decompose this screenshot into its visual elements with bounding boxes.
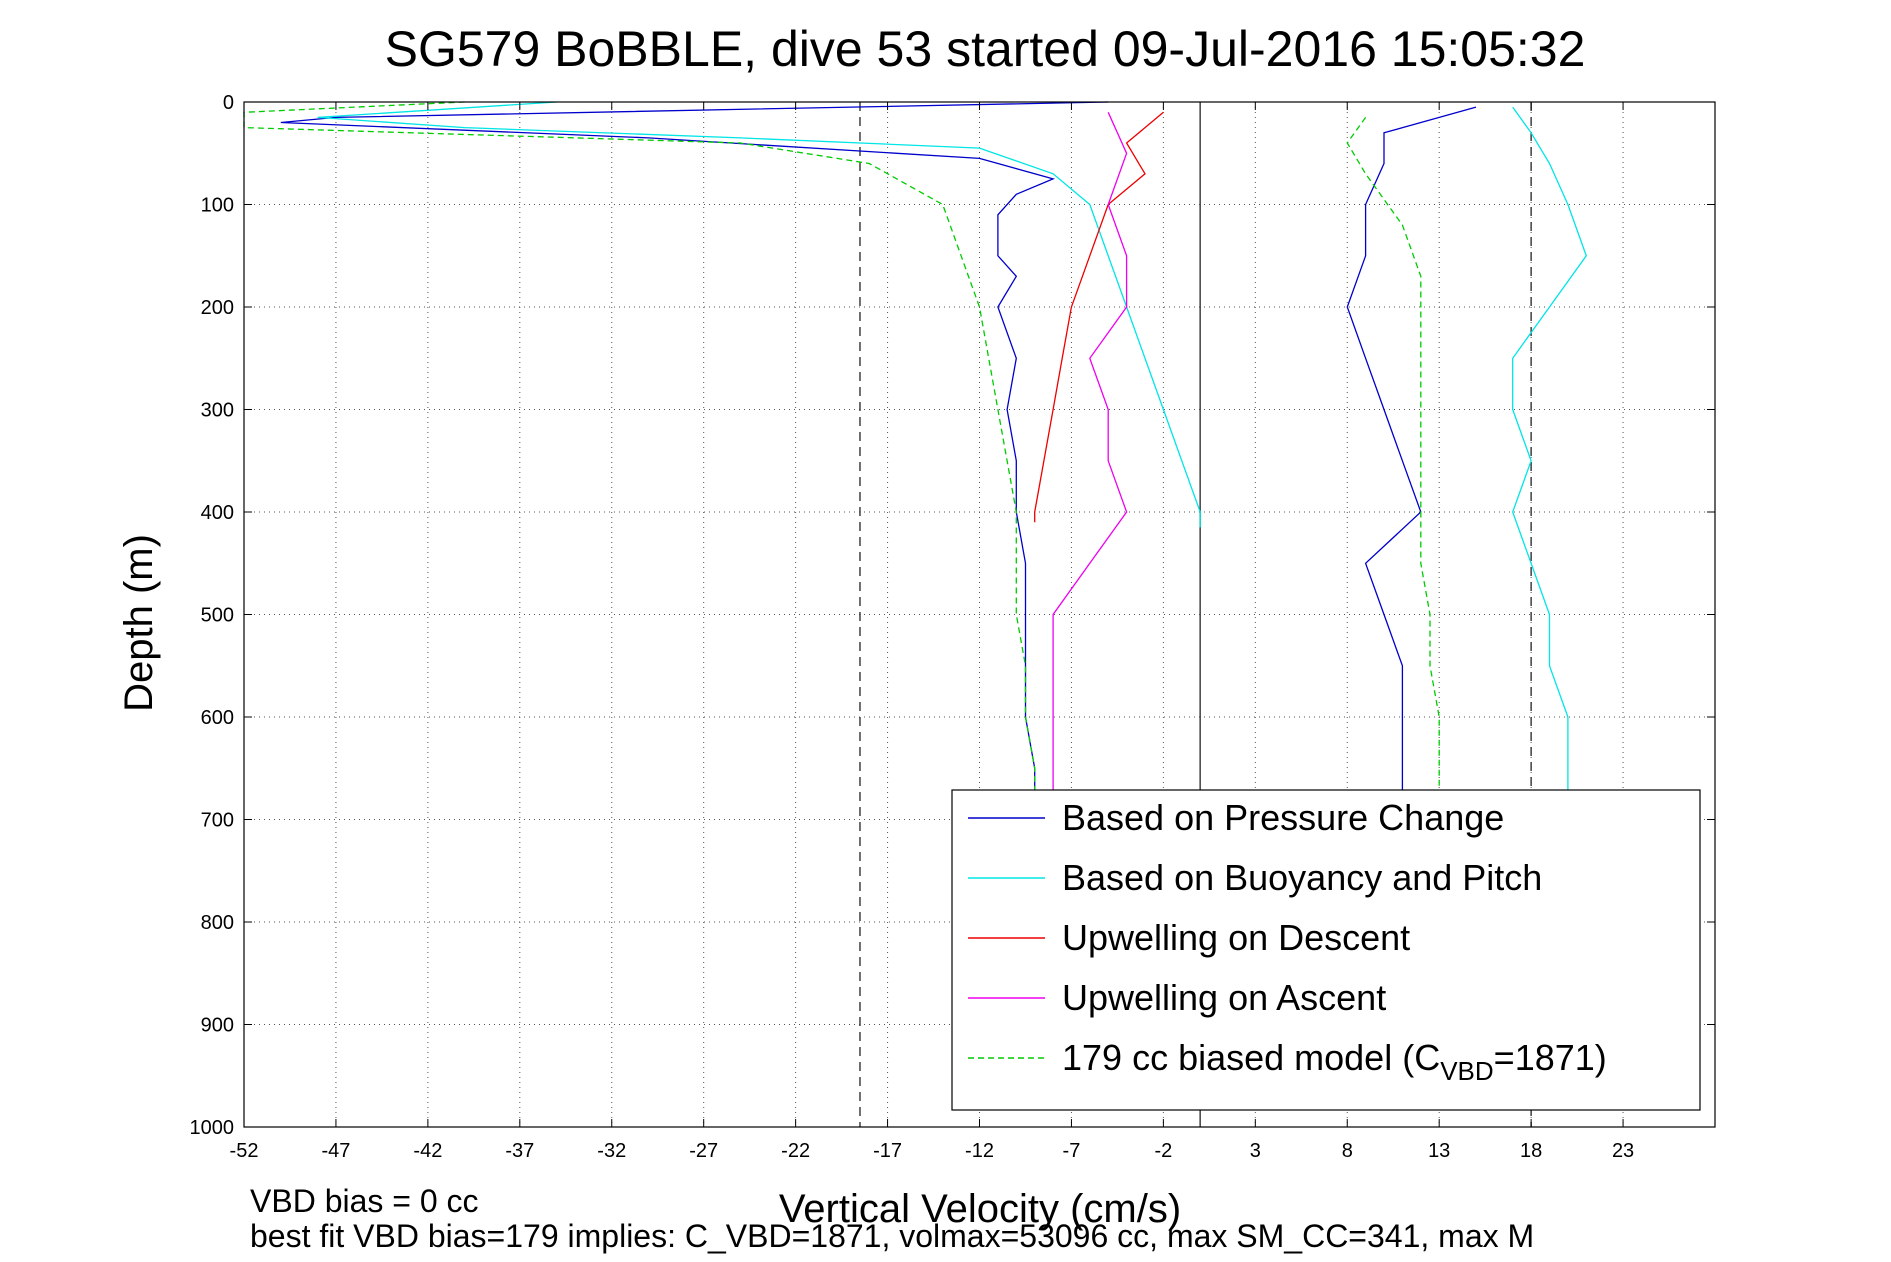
x-tick-label: -47 [321,1140,350,1162]
legend-label: Based on Pressure Change [1062,797,1504,838]
x-tick-label: -37 [505,1140,534,1162]
legend-label: Upwelling on Descent [1062,917,1410,958]
series-line [1346,117,1440,799]
x-tick-label: -17 [873,1140,902,1162]
x-tick-label: -42 [413,1140,442,1162]
x-tick-label: 18 [1520,1140,1542,1162]
series-line [280,101,1109,799]
series-line [1034,111,1164,523]
y-tick-label: 0 [223,92,234,114]
x-tick-label: -27 [689,1140,718,1162]
y-tick-label: 1000 [190,1117,235,1139]
y-tick-label: 800 [201,912,234,934]
y-tick-label: 600 [201,707,234,729]
series-line [317,101,1201,528]
x-axis-label: Vertical Velocity (cm/s) [779,1187,1181,1231]
x-tick-label: -22 [781,1140,810,1162]
series-line [1512,106,1588,799]
y-axis-label: Depth (m) [117,534,161,712]
legend-label: Upwelling on Ascent [1062,977,1386,1018]
series-line [1052,112,1128,799]
x-tick-label: -52 [230,1140,259,1162]
legend-box [951,789,1701,1111]
x-tick-label: -7 [1063,1140,1081,1162]
x-tick-label: 8 [1342,1140,1353,1162]
y-tick-label: 300 [201,400,234,422]
y-tick-label: 400 [201,502,234,524]
series-lines [243,101,1588,799]
series-line [1346,106,1477,799]
y-tick-label: 100 [201,195,234,217]
footer-line-2: best fit VBD bias=179 implies: C_VBD=187… [250,1218,1534,1254]
y-tick-labels: 0 100 200 300 400 500 600 700 800 900 1000 [190,92,235,1139]
series-line [243,101,1036,799]
x-tick-label: 23 [1612,1140,1634,1162]
x-tick-labels: -52 -47 -42 -37 -32 -27 -22 -17 -12 -7 -2 3 8 13 18 23 [230,1140,1635,1162]
y-tick-label: 500 [201,605,234,627]
x-tick-label: -2 [1154,1140,1172,1162]
y-tick-label: 200 [201,297,234,319]
legend-label: Based on Buoyancy and Pitch [1062,857,1542,898]
legend: Based on Pressure Change Based on Buoyanc… [951,789,1701,1111]
axes [243,101,1716,1128]
legend-label: 179 cc biased model (CVBD=1871) [1062,1037,1607,1086]
x-tick-label: 13 [1428,1140,1450,1162]
chart-title: SG579 BoBBLE, dive 53 started 09-Jul-201… [385,21,1586,77]
y-tick-label: 900 [201,1015,234,1037]
x-tick-label: 3 [1250,1140,1261,1162]
footer-line-1: VBD bias = 0 cc [250,1183,479,1219]
x-tick-label: -32 [597,1140,626,1162]
y-tick-label: 700 [201,810,234,832]
x-tick-label: -12 [965,1140,994,1162]
